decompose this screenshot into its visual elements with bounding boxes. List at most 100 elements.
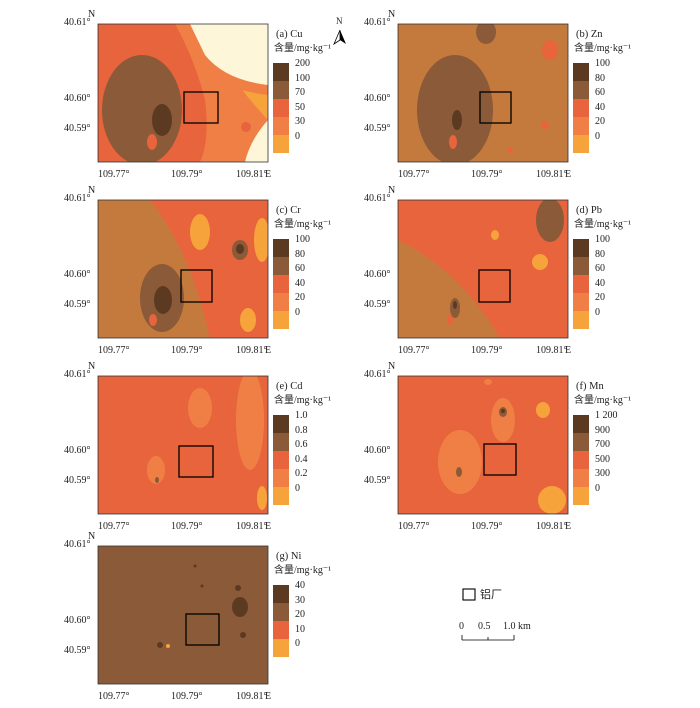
legend-label-e-1: 0.8 [295, 424, 308, 436]
panel-title-b: (b) Zn [576, 29, 603, 40]
legend-swatch-f-3 [573, 469, 589, 487]
panel-title-f: (f) Mn [576, 381, 604, 392]
north-label-g: N [88, 531, 96, 542]
legend-label-g-2: 20 [295, 609, 305, 620]
north-label-a: N [88, 9, 96, 20]
y-tick-d-2: 40.59° [364, 299, 391, 310]
legend-swatch-b-4 [573, 135, 589, 153]
legend-label-c-2: 60 [295, 263, 305, 274]
legend-label-e-4: 0.2 [295, 468, 308, 479]
panel-title-d: (d) Pb [576, 205, 602, 216]
north-label-e: N [88, 361, 96, 372]
x-tick-e-2: 109.81° [236, 521, 268, 532]
x-tick-g-1: 109.79° [171, 691, 203, 702]
x-tick-c-2: 109.81° [236, 345, 268, 356]
north-arrow-label: N [336, 16, 343, 26]
panel-title-c: (c) Cr [276, 205, 301, 216]
legend-swatch-b-0 [573, 63, 589, 81]
x-tick-d-0: 109.77° [398, 345, 430, 356]
y-tick-c-2: 40.59° [64, 299, 91, 310]
legend-swatch-e-3 [273, 469, 289, 487]
panel-title-a: (a) Cu [276, 29, 303, 40]
legend-label-d-5: 0 [595, 306, 600, 318]
x-tick-e-0: 109.77° [98, 521, 130, 532]
y-tick-f-1: 40.60° [364, 445, 391, 456]
scale-label-0: 0 [459, 621, 464, 632]
y-tick-e-1: 40.60° [64, 445, 91, 456]
legend-swatch-f-2 [573, 451, 589, 469]
legend-swatch-c-4 [273, 311, 289, 329]
legend-label-a-5: 0 [295, 130, 300, 142]
x-tick-b-2: 109.81° [536, 169, 568, 180]
panel-d-map [398, 200, 568, 338]
x-tick-f-1: 109.79° [471, 521, 503, 532]
x-tick-c-1: 109.79° [171, 345, 203, 356]
legend-label-c-0: 100 [295, 234, 310, 245]
legend-swatch-g-0 [273, 585, 289, 603]
panel-title-g: (g) Ni [276, 551, 302, 562]
legend-swatch-d-2 [573, 275, 589, 293]
legend-swatch-b-1 [573, 81, 589, 99]
y-tick-f-2: 40.59° [364, 475, 391, 486]
legend-label-c-5: 0 [295, 306, 300, 318]
x-tick-e-1: 109.79° [171, 521, 203, 532]
scale-label-1: 0.5 [478, 621, 491, 632]
legend-label-g-1: 30 [295, 594, 305, 606]
x-tick-g-2: 109.81° [236, 691, 268, 702]
x-tick-d-1: 109.79° [471, 345, 503, 356]
legend-label-e-3: 0.4 [295, 453, 308, 465]
east-label-e: E [265, 521, 272, 532]
legend-label-a-1: 100 [295, 72, 310, 84]
legend-label-f-4: 300 [595, 468, 610, 479]
scale-bar [461, 635, 515, 641]
y-tick-a-0: 40.61° [64, 17, 91, 28]
panel-c-map [98, 200, 268, 338]
east-label-g: E [265, 691, 272, 702]
legend-swatch-e-0 [273, 415, 289, 433]
legend-label-c-1: 80 [295, 248, 305, 260]
panel-unit-a: 含量/mg·kg⁻¹ [274, 43, 332, 54]
legend-swatch-g-2 [273, 621, 289, 639]
y-tick-a-2: 40.59° [64, 123, 91, 134]
legend-label-a-2: 70 [295, 87, 305, 98]
x-tick-c-0: 109.77° [98, 345, 130, 356]
panel-unit-c: 含量/mg·kg⁻¹ [274, 219, 332, 230]
scale-label-2: 1.0 km [503, 621, 531, 632]
panel-a-map [98, 24, 268, 162]
y-tick-g-2: 40.59° [64, 645, 91, 656]
legend-label-g-3: 10 [295, 623, 305, 635]
legend-swatch-e-4 [273, 487, 289, 505]
legend-label-f-0: 1 200 [595, 410, 618, 421]
legend-swatch-d-4 [573, 311, 589, 329]
legend-label-f-2: 700 [595, 439, 610, 450]
y-tick-b-2: 40.59° [364, 123, 391, 134]
legend-label-b-2: 60 [595, 87, 605, 98]
y-tick-e-2: 40.59° [64, 475, 91, 486]
legend-swatch-b-3 [573, 117, 589, 135]
key-square [462, 588, 476, 601]
panel-unit-f: 含量/mg·kg⁻¹ [574, 395, 632, 406]
legend-label-c-4: 20 [295, 292, 305, 303]
north-label-c: N [88, 185, 96, 196]
panel-unit-b: 含量/mg·kg⁻¹ [574, 43, 632, 54]
key-label: 铝厂 [480, 588, 502, 601]
legend-label-d-0: 100 [595, 234, 610, 245]
x-tick-d-2: 109.81° [536, 345, 568, 356]
legend-swatch-c-2 [273, 275, 289, 293]
panel-e-map [98, 376, 268, 514]
legend-label-d-1: 80 [595, 248, 605, 260]
panel-unit-g: 含量/mg·kg⁻¹ [274, 565, 332, 576]
legend-label-c-3: 40 [295, 277, 305, 289]
legend-label-d-3: 40 [595, 277, 605, 289]
x-tick-a-0: 109.77° [98, 169, 130, 180]
legend-label-e-2: 0.6 [295, 439, 308, 450]
legend-swatch-c-0 [273, 239, 289, 257]
x-tick-a-1: 109.79° [171, 169, 203, 180]
legend-label-a-0: 200 [295, 58, 310, 69]
legend-label-a-4: 30 [295, 116, 305, 127]
legend-label-b-0: 100 [595, 58, 610, 69]
legend-swatch-d-1 [573, 257, 589, 275]
legend-swatch-f-0 [573, 415, 589, 433]
